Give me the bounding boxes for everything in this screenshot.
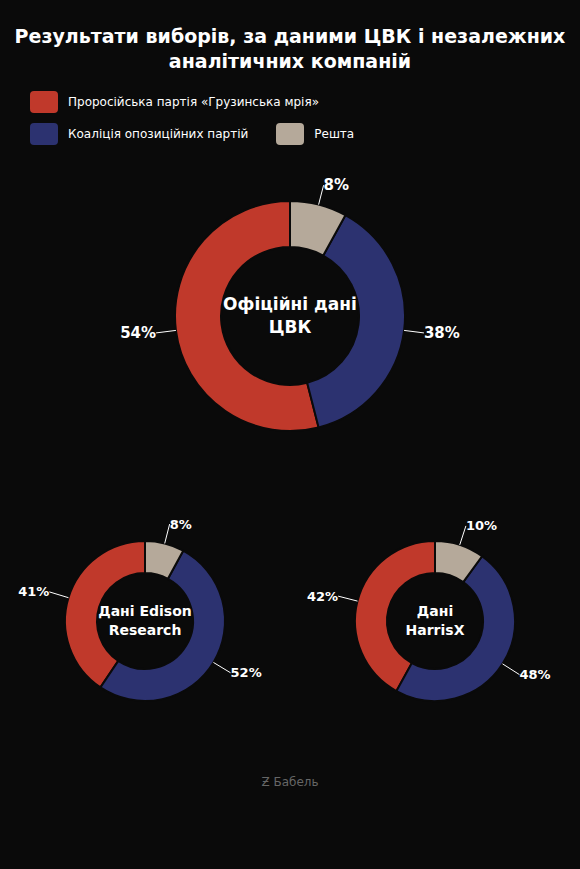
- html-text:Коаліція опозиційних партій: Коаліція опозиційних партій: [68, 127, 249, 142]
- svg-text:41%: 41%: [18, 585, 49, 600]
- html-text:Офіційні дані ЦВК: Офіційні дані ЦВК: [223, 293, 357, 338]
- html-text:Дані HarrisX: Дані HarrisX: [405, 602, 465, 639]
- svg-text:8%: 8%: [170, 517, 192, 532]
- html-text:Дані Edison Research: Дані Edison Research: [98, 602, 192, 639]
- svg-text:54%: 54%: [120, 324, 156, 342]
- svg-text:42%: 42%: [307, 589, 338, 604]
- svg-text:38%: 38%: [424, 324, 460, 342]
- html-text:Проросійська партія «Грузинськ: Проросійська партія «Грузинська мрія»: [68, 95, 319, 110]
- html-text:Результати виборів, за даними: Результати виборів, за даними ЦВК і неза…: [14, 25, 566, 72]
- svg-text:48%: 48%: [519, 667, 550, 682]
- svg-text:52%: 52%: [231, 666, 262, 681]
- svg-text:8%: 8%: [324, 177, 349, 195]
- html-text:Ƶ Бабель: Ƶ Бабель: [261, 775, 319, 790]
- svg-text:10%: 10%: [466, 519, 497, 534]
- html-text:Решта: Решта: [314, 127, 355, 142]
